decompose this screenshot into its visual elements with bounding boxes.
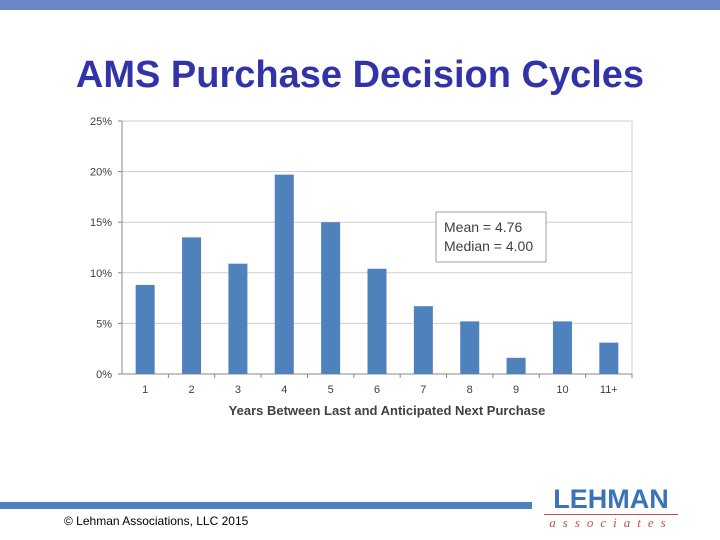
bar [506, 357, 526, 374]
x-tick-label: 4 [281, 384, 287, 396]
y-tick-label: 10% [90, 268, 112, 280]
slide-title: AMS Purchase Decision Cycles [75, 54, 645, 96]
copyright-text: © Lehman Associations, LLC 2015 [64, 514, 249, 528]
stats-annotation-box [435, 211, 547, 263]
bar [599, 342, 619, 374]
x-tick-label: 7 [420, 384, 426, 396]
x-tick-label: 3 [235, 384, 241, 396]
bar [135, 284, 155, 374]
x-tick-label: 8 [467, 384, 473, 396]
x-tick-label: 9 [513, 384, 519, 396]
bar [460, 321, 480, 374]
bar [413, 306, 433, 374]
mean-annotation: Mean = 4.76 [444, 219, 522, 235]
logo-divider [544, 514, 678, 515]
x-tick-label: 10 [556, 384, 568, 396]
bar [321, 222, 341, 374]
logo-name: LEHMAN [553, 484, 669, 514]
y-tick-label: 20% [90, 167, 112, 179]
x-tick-label: 6 [374, 384, 380, 396]
bar [552, 321, 572, 374]
median-annotation: Median = 4.00 [444, 238, 533, 254]
bar [367, 268, 387, 374]
y-tick-label: 25% [90, 116, 112, 128]
lehman-logo: LEHMAN associates [542, 484, 680, 532]
bar-chart: 0% 5% 10% 15% 20% 25% 1 2 3 4 5 6 7 8 9 10 11+ Years Betw… [90, 116, 633, 418]
x-tick-label: 1 [142, 384, 148, 396]
y-tick-label: 5% [96, 318, 112, 330]
x-tick-label: 11+ [600, 384, 618, 396]
y-tick-label: 15% [90, 217, 112, 229]
bar [228, 263, 248, 374]
bar [182, 237, 202, 374]
x-tick-label: 2 [188, 384, 194, 396]
x-tick-label: 5 [328, 384, 334, 396]
logo-subtitle: associates [549, 515, 673, 530]
top-accent-bar [0, 0, 720, 10]
x-axis-label: Years Between Last and Anticipated Next … [229, 403, 546, 418]
bottom-accent-bar [0, 502, 532, 509]
bar [274, 174, 294, 374]
y-tick-label: 0% [96, 369, 112, 381]
